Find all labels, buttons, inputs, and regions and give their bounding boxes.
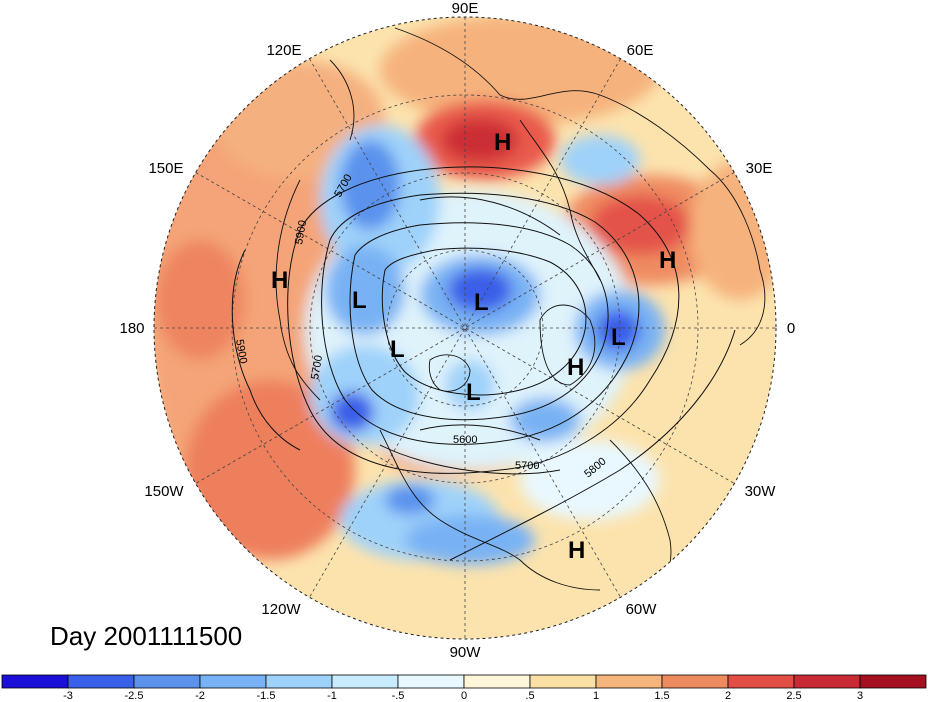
colorbar-swatch-11 <box>727 674 795 689</box>
colorbar-swatch-6 <box>397 674 465 689</box>
colorbar-tick-label-1: -2.5 <box>125 690 144 702</box>
colorbar-swatch-12 <box>793 674 861 689</box>
contour-label-5900-w: 5900 <box>293 219 309 245</box>
graticule <box>154 17 776 639</box>
lon-label-30e: 30E <box>746 160 773 177</box>
high-marker-greenland: H <box>567 354 584 381</box>
colorbar-tick-label-3: -1.5 <box>257 690 276 702</box>
lon-label-60e: 60E <box>627 42 654 59</box>
colorbar-swatch-10 <box>661 674 729 689</box>
colorbar-tick-label-10: 2 <box>725 690 731 702</box>
colorbar-swatch-13 <box>859 674 927 689</box>
colorbar-tick-label-8: 1 <box>593 690 599 702</box>
lon-label-120w: 120W <box>261 601 301 618</box>
height-contours <box>231 166 736 561</box>
colorbar-tick-label-0: -3 <box>63 690 73 702</box>
contour-label-5700-sw: 5700 <box>309 354 325 380</box>
low-marker-east-siberia: L <box>352 287 367 314</box>
colorbar-tick-label-12: 3 <box>857 690 863 702</box>
colorbar-swatch-5 <box>331 674 399 689</box>
colorbar-swatch-7 <box>463 674 531 689</box>
lon-label-120e: 120E <box>266 42 301 59</box>
colorbar-swatch-9 <box>595 674 663 689</box>
coastlines <box>275 27 766 621</box>
lon-label-150e: 150E <box>148 160 183 177</box>
colorbar-swatch-3 <box>199 674 267 689</box>
contour-label-5700-s: 5700 <box>515 460 539 472</box>
colorbar-swatch-4 <box>265 674 333 689</box>
anomaly-field <box>154 17 776 639</box>
colorbar-swatch-1 <box>67 674 135 689</box>
colorbar-swatch-2 <box>133 674 201 689</box>
contour-label-5900-far-w: 5900 <box>233 338 249 364</box>
map-title: Day 2001111500 <box>50 621 242 651</box>
hemisphere-border <box>153 16 777 640</box>
colorbar-tick-label-4: -1 <box>327 690 337 702</box>
lon-label-30w: 30W <box>745 483 777 500</box>
colorbar-tick-label-9: 1.5 <box>654 690 669 702</box>
lon-label-0: 0 <box>787 320 795 337</box>
high-marker-siberia: H <box>494 129 511 156</box>
low-marker-hudson-bay: L <box>466 379 481 406</box>
high-marker-bering-sea: H <box>271 267 288 294</box>
lon-label-150w: 150W <box>144 483 184 500</box>
pressure-markers: H H H H H L L L L L <box>271 129 676 564</box>
colorbar-swatch-0 <box>1 674 69 689</box>
lon-label-90e: 90E <box>452 0 479 17</box>
longitude-labels: 90E 60E 30E 0 30W 60W 90W 120W 150W 180 … <box>119 0 795 661</box>
high-marker-caribbean: H <box>568 537 585 564</box>
low-marker-north-atlantic: L <box>611 324 626 351</box>
colorbar-tick-label-5: -.5 <box>392 690 405 702</box>
low-marker-arctic-ocean: L <box>474 289 489 316</box>
colorbar-tick-label-11: 2.5 <box>786 690 801 702</box>
colorbar: -3 -2.5 -2 -1.5 -1 -.5 0 .5 1 1.5 2 2.5 3 <box>1 674 927 702</box>
colorbar-tick-label-2: -2 <box>195 690 205 702</box>
lon-label-90w: 90W <box>450 644 482 661</box>
high-marker-eastern-europe: H <box>659 247 676 274</box>
lon-label-180: 180 <box>119 320 144 337</box>
low-marker-alaska: L <box>390 336 405 363</box>
colorbar-tick-label-6: 0 <box>461 690 467 702</box>
colorbar-tick-label-7: .5 <box>525 690 534 702</box>
contour-label-5600: 5600 <box>453 434 477 446</box>
colorbar-swatch-8 <box>529 674 597 689</box>
lon-label-60w: 60W <box>626 601 658 618</box>
